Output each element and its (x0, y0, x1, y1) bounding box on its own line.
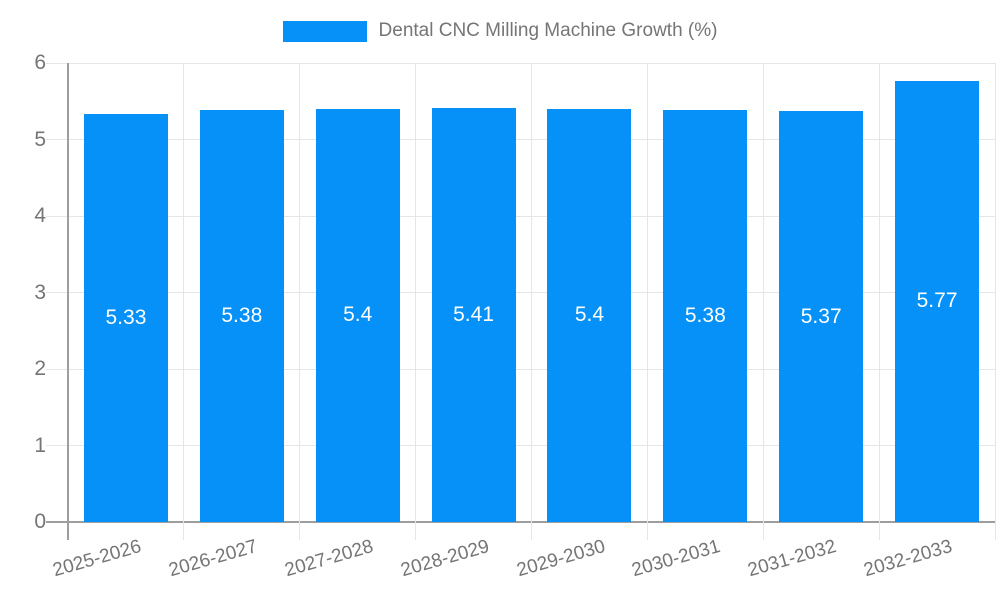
x-axis-tick-label: 2032-2033 (861, 536, 955, 582)
bar[interactable]: 5.38 (663, 110, 748, 522)
y-axis-tick-label: 0 (34, 510, 46, 533)
bar[interactable]: 5.41 (431, 108, 516, 522)
bar-value-label: 5.38 (221, 304, 263, 328)
legend-swatch-icon (282, 20, 367, 42)
bar-value-label: 5.37 (800, 304, 842, 328)
x-axis-tick-label: 2026-2027 (166, 536, 260, 582)
horizontal-gridline (46, 445, 995, 446)
horizontal-gridline (46, 292, 995, 293)
horizontal-gridline (46, 368, 995, 370)
y-axis-line (67, 63, 69, 540)
vertical-gridline (531, 63, 532, 540)
bar[interactable]: 5.38 (199, 110, 284, 522)
vertical-gridline (183, 63, 185, 540)
y-axis-tick-label: 3 (34, 280, 46, 304)
plot-area: 0 1 2 3 4 5 6 5.33 5.38 5.4 5.41 5.4 5.38 5.37 5.77 202… (34, 51, 996, 581)
y-axis-tick-label: 4 (34, 204, 46, 227)
y-axis-tick-label: 2 (34, 357, 46, 380)
horizontal-gridline (46, 139, 995, 140)
vertical-gridline (646, 63, 648, 540)
horizontal-gridline (46, 215, 995, 217)
x-axis-tick-label: 2028-2029 (398, 536, 492, 582)
y-axis-tick-label: 1 (34, 433, 46, 457)
y-axis-tick-label: 5 (34, 127, 46, 151)
bar-value-label: 5.4 (343, 303, 373, 327)
bar-value-label: 5.38 (684, 304, 726, 328)
x-axis-tick-label: 2025-2026 (50, 536, 144, 582)
legend-label: Dental CNC Milling Machine Growth (%) (378, 20, 718, 41)
vertical-gridline (415, 63, 417, 540)
vertical-gridline (299, 63, 301, 540)
x-axis-tick-label: 2031-2032 (745, 536, 839, 582)
y-axis-tick-label: 6 (34, 51, 46, 74)
vertical-gridline (878, 63, 880, 540)
bar[interactable]: 5.4 (315, 108, 400, 522)
x-axis-tick-label: 2029-2030 (514, 536, 608, 582)
legend[interactable]: Dental CNC Milling Machine Growth (%) (0, 20, 1000, 42)
bar-value-label: 5.77 (916, 289, 958, 313)
horizontal-gridline (46, 62, 995, 64)
bar[interactable]: 5.77 (895, 80, 980, 522)
x-axis-tick-label: 2030-2031 (629, 536, 724, 582)
bar-value-label: 5.4 (574, 303, 605, 327)
x-axis-tick-label: 2027-2028 (282, 536, 376, 582)
bar-value-label: 5.33 (105, 306, 147, 330)
vertical-gridline (994, 63, 996, 540)
x-axis-line (46, 521, 995, 523)
bar-value-label: 5.41 (453, 303, 494, 327)
bar[interactable]: 5.4 (547, 108, 632, 522)
bar[interactable]: 5.33 (83, 114, 168, 522)
vertical-gridline (762, 63, 764, 540)
bar[interactable]: 5.37 (779, 111, 864, 522)
